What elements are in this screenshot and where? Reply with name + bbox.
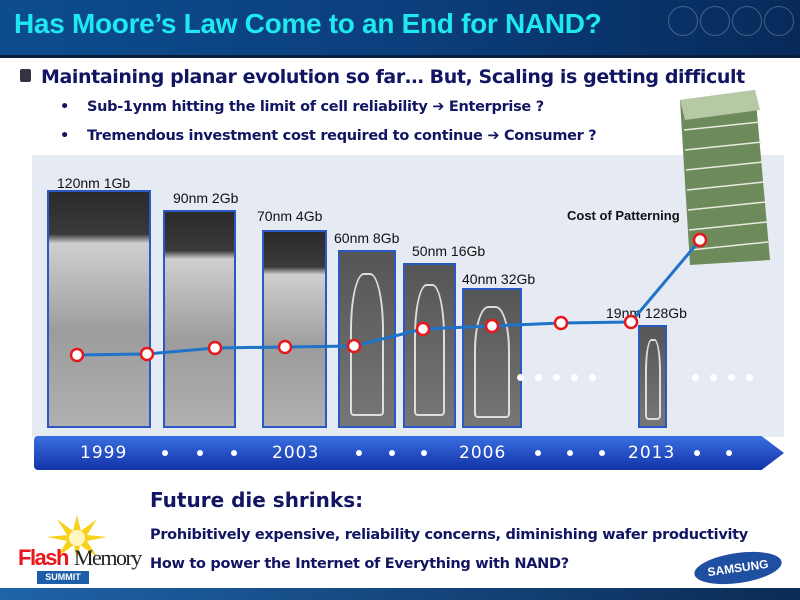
timeline-year: 2006: [459, 443, 507, 463]
decor-circle-icon: [732, 6, 762, 36]
timeline-year: 2003: [272, 443, 320, 463]
timeline-dot: [421, 450, 427, 456]
sub-bullet: • Tremendous investment cost required to …: [60, 128, 597, 144]
sub-bullet: • Sub-1ynm hitting the limit of cell reli…: [60, 99, 544, 115]
cell-label: 50nm 16Gb: [412, 243, 486, 259]
timeline-year: 1999: [80, 443, 128, 463]
cell-label: 70nm 4Gb: [257, 208, 323, 224]
arrow-icon: ➔: [487, 128, 500, 144]
main-bullet: Maintaining planar evolution so far… But…: [20, 66, 745, 88]
ellipsis-dot: [710, 374, 717, 381]
cost-marker: [277, 339, 293, 355]
future-line: How to power the Internet of Everything …: [150, 556, 569, 572]
sunburst-icon: [47, 515, 107, 560]
cell-label: 40nm 32Gb: [462, 271, 536, 287]
bullet-dot-icon: •: [60, 99, 69, 115]
future-line: Prohibitively expensive, reliability con…: [150, 527, 748, 543]
logo-text-summit: SUMMIT: [37, 571, 89, 584]
cell-image-40nm: [462, 288, 522, 428]
timeline-dot: [389, 450, 395, 456]
timeline-dot: [599, 450, 605, 456]
cost-marker: [692, 232, 708, 248]
timeline-dot: [694, 450, 700, 456]
cell-label: 60nm 8Gb: [334, 230, 400, 246]
timeline-dot: [197, 450, 203, 456]
ellipsis-dot: [517, 374, 524, 381]
decor-circle-icon: [700, 6, 730, 36]
sub-bullet-text: Sub-1ynm hitting the limit of cell relia…: [86, 99, 428, 115]
footer-bar: [0, 588, 800, 600]
cost-marker: [484, 318, 500, 334]
sub-bullet-target: Consumer ?: [503, 128, 597, 144]
cost-marker: [346, 338, 362, 354]
main-bullet-text: Maintaining planar evolution so far… But…: [41, 66, 745, 88]
bullet-square-icon: [20, 69, 31, 82]
slide-title: Has Moore’s Law Come to an End for NAND?: [14, 8, 602, 39]
cost-marker: [207, 340, 223, 356]
arrow-icon: ➔: [432, 99, 445, 115]
timeline-dot: [535, 450, 541, 456]
cell-image-70nm: [262, 230, 327, 428]
cost-marker: [415, 321, 431, 337]
timeline-dot: [567, 450, 573, 456]
ellipsis-dot: [571, 374, 578, 381]
ellipsis-dot: [553, 374, 560, 381]
ellipsis-dot: [535, 374, 542, 381]
ellipsis-dot: [728, 374, 735, 381]
timeline-year: 2013: [628, 443, 676, 463]
cost-marker: [69, 347, 85, 363]
cost-of-patterning-label: Cost of Patterning: [567, 208, 680, 223]
cost-marker: [623, 314, 639, 330]
cost-line: [76, 239, 702, 357]
flash-memory-summit-logo: Flash Memory SUMMIT: [12, 515, 142, 590]
cell-label: 90nm 2Gb: [173, 190, 239, 206]
timeline-arrow: [34, 436, 784, 470]
sub-bullet-text: Tremendous investment cost required to c…: [86, 128, 483, 144]
ellipsis-dot: [692, 374, 699, 381]
decor-circle-icon: [764, 6, 794, 36]
cell-image-19nm: [638, 325, 667, 428]
cell-image-120nm: [47, 190, 151, 428]
cost-marker: [553, 315, 569, 331]
cost-marker: [139, 346, 155, 362]
future-heading: Future die shrinks:: [150, 488, 364, 512]
logo-text-memory: Memory: [74, 545, 142, 570]
cell-label: 120nm 1Gb: [57, 175, 131, 191]
ellipsis-dot: [589, 374, 596, 381]
timeline-dot: [231, 450, 237, 456]
sub-bullet-target: Enterprise ?: [448, 99, 544, 115]
title-bar: Has Moore’s Law Come to an End for NAND?: [0, 0, 800, 58]
decor-circle-icon: [668, 6, 698, 36]
bullet-dot-icon: •: [60, 128, 69, 144]
cell-image-90nm: [163, 210, 236, 428]
money-stack-icon: [680, 90, 770, 265]
logo-text-flash: Flash: [18, 545, 69, 570]
timeline-dot: [726, 450, 732, 456]
timeline-dot: [356, 450, 362, 456]
cell-image-50nm: [403, 263, 456, 428]
timeline-dot: [162, 450, 168, 456]
ellipsis-dot: [746, 374, 753, 381]
